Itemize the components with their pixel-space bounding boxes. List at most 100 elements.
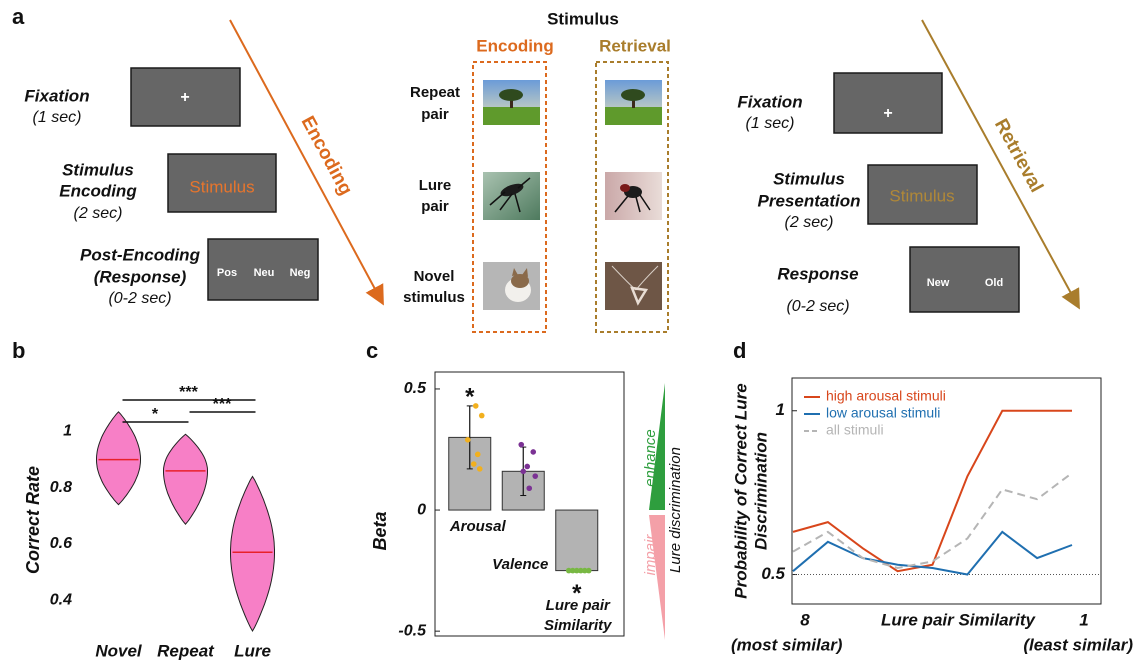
step-duration: (0-2 sec) bbox=[108, 290, 171, 307]
screen-text: Pos bbox=[217, 267, 237, 279]
step-name: Encoding bbox=[59, 181, 137, 200]
y-tick-label: 0 bbox=[417, 501, 426, 518]
row-label: Novel bbox=[414, 268, 455, 285]
category-label: Similarity bbox=[544, 617, 612, 634]
screen-text: + bbox=[180, 89, 189, 106]
data-point bbox=[586, 568, 592, 574]
data-point bbox=[479, 413, 485, 419]
data-point bbox=[471, 461, 477, 467]
panel-label: d bbox=[733, 338, 746, 363]
column-header: Encoding bbox=[476, 36, 553, 55]
image-necklace bbox=[605, 262, 662, 310]
legend-label: all stimuli bbox=[826, 422, 884, 438]
screen-text: Stimulus bbox=[189, 177, 254, 196]
arrow-label: Encoding bbox=[297, 113, 357, 199]
screen-text: Old bbox=[985, 277, 1003, 289]
data-point bbox=[477, 466, 483, 472]
data-point bbox=[532, 473, 538, 479]
retrieval-phase: Retrieval Fixation (1 sec) + Stimulus Pr… bbox=[737, 20, 1078, 315]
step-name: Presentation bbox=[758, 191, 861, 210]
data-point bbox=[526, 485, 532, 491]
y-axis-label: Correct Rate bbox=[23, 466, 43, 574]
screen-text: New bbox=[927, 277, 950, 289]
data-point bbox=[530, 449, 536, 455]
step-duration: (2 sec) bbox=[74, 205, 123, 222]
x-end-label: (least similar) bbox=[1023, 635, 1133, 654]
x-end-label: (most similar) bbox=[731, 635, 843, 654]
step-duration: (0-2 sec) bbox=[786, 298, 849, 315]
step-duration: (2 sec) bbox=[785, 214, 834, 231]
bar bbox=[556, 510, 598, 571]
step-name: (Response) bbox=[94, 267, 187, 286]
panel-label: b bbox=[12, 338, 25, 363]
significance-label: * bbox=[152, 406, 159, 423]
screen bbox=[834, 73, 942, 133]
image-landscape bbox=[483, 80, 540, 125]
x-tick-label: 1 bbox=[1079, 610, 1088, 629]
figure: a Encoding Fixation (1 sec) + Stimulus E… bbox=[0, 0, 1137, 661]
data-point bbox=[520, 469, 526, 475]
x-tick-label: Novel bbox=[95, 641, 143, 660]
x-axis-label: Lure pair Similarity bbox=[881, 610, 1037, 629]
row-label: stimulus bbox=[403, 289, 465, 306]
panel-a: a Encoding Fixation (1 sec) + Stimulus E… bbox=[12, 4, 382, 307]
y-tick-label: -0.5 bbox=[398, 622, 427, 639]
step-duration: (1 sec) bbox=[33, 109, 82, 126]
impair-arrow bbox=[649, 515, 665, 640]
side-label: Lure discrimination bbox=[667, 447, 684, 573]
screen-text: + bbox=[883, 105, 892, 122]
step-name: Post-Encoding bbox=[80, 245, 201, 264]
violin-body bbox=[231, 477, 275, 632]
y-tick-label: 1 bbox=[63, 423, 72, 440]
significance-label: *** bbox=[179, 384, 198, 401]
x-tick-label: 8 bbox=[800, 610, 810, 629]
y-tick-label: 0.5 bbox=[761, 564, 785, 583]
y-tick-label: 0.5 bbox=[404, 380, 427, 397]
step-name: Fixation bbox=[24, 86, 89, 105]
stimulus-panel: Stimulus Encoding Retrieval Repeat pair … bbox=[403, 9, 671, 332]
image-mosquito bbox=[483, 172, 540, 220]
screen-text: Neg bbox=[290, 267, 311, 279]
legend-label: low arousal stimuli bbox=[826, 405, 940, 421]
y-tick-label: 0.8 bbox=[50, 479, 72, 496]
legend-label: high arousal stimuli bbox=[826, 388, 946, 404]
image-landscape bbox=[605, 80, 662, 125]
step-name: Stimulus bbox=[62, 160, 134, 179]
image-mosquito bbox=[605, 172, 662, 220]
y-axis-label: Discrimination bbox=[751, 432, 770, 550]
violin-body bbox=[164, 434, 208, 524]
screen-text: Stimulus bbox=[889, 186, 954, 205]
data-point bbox=[475, 452, 481, 458]
significance-label: *** bbox=[213, 396, 232, 413]
enhance-label: enhance bbox=[642, 429, 659, 487]
data-point bbox=[518, 442, 524, 448]
impair-label: impair bbox=[642, 534, 659, 576]
significance-label: * bbox=[572, 580, 582, 607]
data-point bbox=[465, 437, 471, 443]
step-name: Fixation bbox=[737, 92, 802, 111]
significance-label: * bbox=[465, 383, 475, 410]
y-tick-label: 0.6 bbox=[50, 535, 72, 552]
violin-body bbox=[97, 412, 141, 505]
row-label: Lure bbox=[419, 177, 452, 194]
step-duration: (1 sec) bbox=[746, 115, 795, 132]
y-tick-label: 0.4 bbox=[50, 591, 72, 608]
x-tick-label: Repeat bbox=[157, 641, 215, 660]
category-label: Valence bbox=[492, 556, 548, 573]
column-header: Retrieval bbox=[599, 36, 671, 55]
y-axis-label: Probability of Correct Lure bbox=[731, 383, 750, 598]
row-label: Repeat bbox=[410, 84, 460, 101]
data-point bbox=[524, 464, 530, 470]
step-name: Stimulus bbox=[773, 169, 845, 188]
arrow-label: Retrieval bbox=[990, 115, 1047, 196]
series-line bbox=[793, 532, 1072, 575]
stimulus-title: Stimulus bbox=[547, 9, 619, 28]
image-cat bbox=[483, 262, 540, 310]
screen-text: Neu bbox=[254, 267, 275, 279]
y-axis-label: Beta bbox=[370, 511, 390, 550]
y-tick-label: 1 bbox=[776, 400, 785, 419]
category-label: Arousal bbox=[449, 518, 507, 535]
row-label: pair bbox=[421, 198, 449, 215]
panel-label: c bbox=[366, 338, 378, 363]
x-tick-label: Lure bbox=[234, 641, 271, 660]
